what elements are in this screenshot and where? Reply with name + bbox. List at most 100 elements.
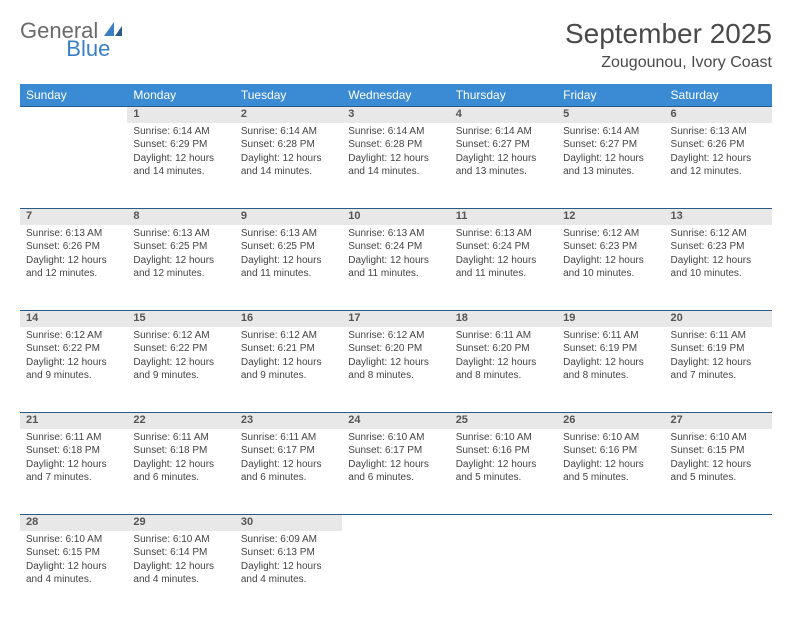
sunset-text: Sunset: 6:19 PM (563, 342, 658, 356)
daylight-text: Daylight: 12 hours and 9 minutes. (26, 356, 121, 383)
day-number-cell: 28 (20, 515, 127, 531)
daylight-text: Daylight: 12 hours and 14 minutes. (241, 152, 336, 179)
daylight-text: Daylight: 12 hours and 12 minutes. (26, 254, 121, 281)
day-content-cell: Sunrise: 6:10 AMSunset: 6:14 PMDaylight:… (127, 531, 234, 617)
weekday-header: Tuesday (235, 84, 342, 107)
day-content-cell: Sunrise: 6:14 AMSunset: 6:29 PMDaylight:… (127, 123, 234, 209)
day-number-row: 21222324252627 (20, 413, 772, 429)
daylight-text: Daylight: 12 hours and 14 minutes. (348, 152, 443, 179)
daylight-text: Daylight: 12 hours and 13 minutes. (563, 152, 658, 179)
day-content-row: Sunrise: 6:11 AMSunset: 6:18 PMDaylight:… (20, 429, 772, 515)
daylight-text: Daylight: 12 hours and 7 minutes. (671, 356, 766, 383)
day-number-cell: 11 (450, 209, 557, 225)
daylight-text: Daylight: 12 hours and 10 minutes. (563, 254, 658, 281)
header: General Blue September 2025 Zougounou, I… (20, 18, 772, 72)
daylight-text: Daylight: 12 hours and 8 minutes. (456, 356, 551, 383)
day-number-cell: 25 (450, 413, 557, 429)
day-number-cell: 8 (127, 209, 234, 225)
day-number-row: 282930 (20, 515, 772, 531)
sunset-text: Sunset: 6:17 PM (241, 444, 336, 458)
sunset-text: Sunset: 6:27 PM (456, 138, 551, 152)
day-content-cell (450, 531, 557, 617)
weekday-header: Sunday (20, 84, 127, 107)
daylight-text: Daylight: 12 hours and 6 minutes. (348, 458, 443, 485)
day-number-cell (665, 515, 772, 531)
day-number-cell: 21 (20, 413, 127, 429)
sunset-text: Sunset: 6:21 PM (241, 342, 336, 356)
daylight-text: Daylight: 12 hours and 6 minutes. (133, 458, 228, 485)
day-number-cell: 24 (342, 413, 449, 429)
sunrise-text: Sunrise: 6:09 AM (241, 533, 336, 547)
sunset-text: Sunset: 6:26 PM (671, 138, 766, 152)
day-content-row: Sunrise: 6:13 AMSunset: 6:26 PMDaylight:… (20, 225, 772, 311)
day-number-cell: 18 (450, 311, 557, 327)
day-content-cell: Sunrise: 6:10 AMSunset: 6:17 PMDaylight:… (342, 429, 449, 515)
day-number-cell (450, 515, 557, 531)
sunset-text: Sunset: 6:18 PM (26, 444, 121, 458)
day-content-cell: Sunrise: 6:10 AMSunset: 6:15 PMDaylight:… (20, 531, 127, 617)
daylight-text: Daylight: 12 hours and 11 minutes. (348, 254, 443, 281)
day-content-cell: Sunrise: 6:12 AMSunset: 6:23 PMDaylight:… (665, 225, 772, 311)
day-number-cell: 12 (557, 209, 664, 225)
day-number-cell: 5 (557, 107, 664, 123)
daylight-text: Daylight: 12 hours and 6 minutes. (241, 458, 336, 485)
weekday-header: Saturday (665, 84, 772, 107)
sunset-text: Sunset: 6:27 PM (563, 138, 658, 152)
daylight-text: Daylight: 12 hours and 9 minutes. (241, 356, 336, 383)
sunrise-text: Sunrise: 6:12 AM (241, 329, 336, 343)
sunrise-text: Sunrise: 6:14 AM (563, 125, 658, 139)
sunset-text: Sunset: 6:24 PM (456, 240, 551, 254)
daylight-text: Daylight: 12 hours and 4 minutes. (26, 560, 121, 587)
logo-text-blue: Blue (66, 36, 110, 62)
day-number-cell: 3 (342, 107, 449, 123)
sunrise-text: Sunrise: 6:10 AM (348, 431, 443, 445)
sunrise-text: Sunrise: 6:13 AM (133, 227, 228, 241)
day-number-cell: 14 (20, 311, 127, 327)
sunset-text: Sunset: 6:24 PM (348, 240, 443, 254)
day-content-cell: Sunrise: 6:12 AMSunset: 6:22 PMDaylight:… (127, 327, 234, 413)
weekday-header: Thursday (450, 84, 557, 107)
day-content-cell: Sunrise: 6:12 AMSunset: 6:23 PMDaylight:… (557, 225, 664, 311)
day-content-cell: Sunrise: 6:11 AMSunset: 6:19 PMDaylight:… (665, 327, 772, 413)
daylight-text: Daylight: 12 hours and 14 minutes. (133, 152, 228, 179)
sunrise-text: Sunrise: 6:10 AM (26, 533, 121, 547)
day-content-cell: Sunrise: 6:13 AMSunset: 6:24 PMDaylight:… (342, 225, 449, 311)
day-number-cell (342, 515, 449, 531)
day-content-cell: Sunrise: 6:14 AMSunset: 6:28 PMDaylight:… (342, 123, 449, 209)
day-number-cell: 10 (342, 209, 449, 225)
sunset-text: Sunset: 6:20 PM (456, 342, 551, 356)
sunset-text: Sunset: 6:23 PM (671, 240, 766, 254)
day-content-cell: Sunrise: 6:12 AMSunset: 6:21 PMDaylight:… (235, 327, 342, 413)
sunset-text: Sunset: 6:26 PM (26, 240, 121, 254)
day-number-cell: 17 (342, 311, 449, 327)
sunset-text: Sunset: 6:15 PM (671, 444, 766, 458)
day-content-cell: Sunrise: 6:13 AMSunset: 6:25 PMDaylight:… (127, 225, 234, 311)
sunrise-text: Sunrise: 6:13 AM (241, 227, 336, 241)
sunset-text: Sunset: 6:16 PM (456, 444, 551, 458)
day-number-row: 14151617181920 (20, 311, 772, 327)
sunset-text: Sunset: 6:28 PM (241, 138, 336, 152)
day-content-cell: Sunrise: 6:13 AMSunset: 6:26 PMDaylight:… (20, 225, 127, 311)
sunrise-text: Sunrise: 6:11 AM (133, 431, 228, 445)
day-content-cell: Sunrise: 6:10 AMSunset: 6:16 PMDaylight:… (450, 429, 557, 515)
sunrise-text: Sunrise: 6:13 AM (671, 125, 766, 139)
day-number-cell (557, 515, 664, 531)
day-content-cell: Sunrise: 6:13 AMSunset: 6:26 PMDaylight:… (665, 123, 772, 209)
sunrise-text: Sunrise: 6:10 AM (563, 431, 658, 445)
sunset-text: Sunset: 6:19 PM (671, 342, 766, 356)
day-number-cell: 19 (557, 311, 664, 327)
sunrise-text: Sunrise: 6:11 AM (671, 329, 766, 343)
daylight-text: Daylight: 12 hours and 8 minutes. (563, 356, 658, 383)
daylight-text: Daylight: 12 hours and 7 minutes. (26, 458, 121, 485)
sunset-text: Sunset: 6:20 PM (348, 342, 443, 356)
sunrise-text: Sunrise: 6:13 AM (26, 227, 121, 241)
sunrise-text: Sunrise: 6:14 AM (133, 125, 228, 139)
day-number-cell: 13 (665, 209, 772, 225)
sunset-text: Sunset: 6:17 PM (348, 444, 443, 458)
sunset-text: Sunset: 6:23 PM (563, 240, 658, 254)
day-number-row: 123456 (20, 107, 772, 123)
day-number-cell: 16 (235, 311, 342, 327)
day-content-cell: Sunrise: 6:13 AMSunset: 6:25 PMDaylight:… (235, 225, 342, 311)
location: Zougounou, Ivory Coast (565, 54, 772, 72)
day-content-cell: Sunrise: 6:13 AMSunset: 6:24 PMDaylight:… (450, 225, 557, 311)
